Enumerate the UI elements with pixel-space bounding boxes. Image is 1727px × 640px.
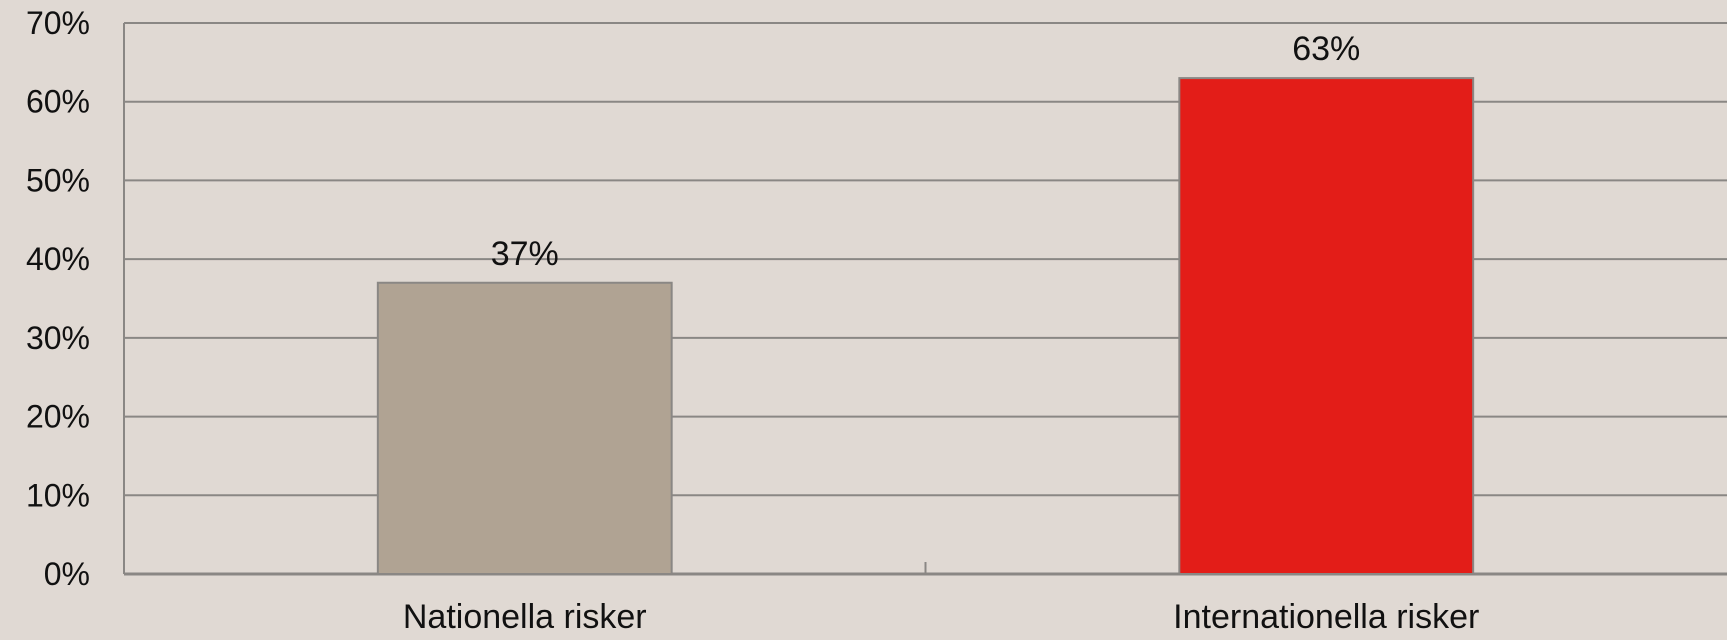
data-label: 37%: [491, 235, 559, 273]
y-tick-labels: 0% 10% 20% 30% 40% 50% 60% 70%: [26, 5, 90, 592]
y-tick-label: 60%: [26, 84, 90, 120]
y-tick-label: 30%: [26, 320, 90, 356]
gridlines: [124, 22, 1727, 497]
y-tick-label: 70%: [26, 5, 90, 41]
x-tick-label: Internationella risker: [1173, 598, 1479, 635]
x-tick-labels: Nationella risker Internationella risker: [403, 598, 1479, 636]
data-labels: 37% 63%: [491, 30, 1361, 273]
data-label: 63%: [1292, 30, 1360, 68]
x-tick-label: Nationella risker: [403, 598, 647, 635]
bars: [376, 77, 1475, 575]
bar-1: [376, 281, 673, 575]
y-tick-label: 50%: [26, 162, 90, 198]
bar-2: [1178, 77, 1475, 575]
y-tick-label: 0%: [44, 556, 90, 592]
y-tick-label: 10%: [26, 477, 90, 513]
y-tick-label: 20%: [26, 399, 90, 435]
axes: [123, 23, 1727, 576]
y-tick-label: 40%: [26, 241, 90, 277]
